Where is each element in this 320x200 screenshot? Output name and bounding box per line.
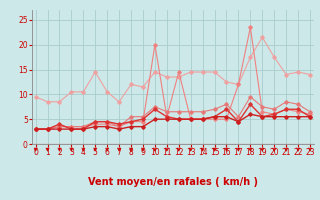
- X-axis label: Vent moyen/en rafales ( km/h ): Vent moyen/en rafales ( km/h ): [88, 177, 258, 187]
